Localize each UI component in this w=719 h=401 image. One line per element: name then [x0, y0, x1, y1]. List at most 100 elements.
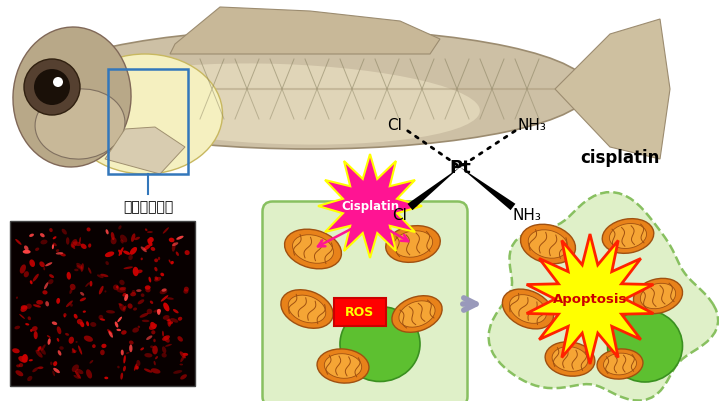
Ellipse shape: [29, 281, 32, 285]
Ellipse shape: [25, 323, 29, 326]
Ellipse shape: [49, 229, 52, 233]
Ellipse shape: [166, 320, 170, 321]
Ellipse shape: [29, 359, 33, 361]
Ellipse shape: [76, 265, 83, 270]
Ellipse shape: [86, 228, 91, 232]
Ellipse shape: [68, 55, 222, 174]
Ellipse shape: [43, 267, 45, 271]
Ellipse shape: [162, 289, 167, 292]
Ellipse shape: [139, 313, 149, 318]
Ellipse shape: [35, 248, 40, 251]
Ellipse shape: [285, 230, 342, 269]
Ellipse shape: [56, 298, 60, 304]
Ellipse shape: [180, 355, 186, 362]
Ellipse shape: [385, 226, 440, 263]
Ellipse shape: [153, 339, 156, 342]
Ellipse shape: [157, 309, 160, 315]
Ellipse shape: [162, 315, 170, 320]
Ellipse shape: [13, 28, 131, 168]
Ellipse shape: [169, 238, 175, 243]
Ellipse shape: [70, 304, 73, 307]
Ellipse shape: [100, 350, 105, 355]
Ellipse shape: [151, 247, 155, 251]
Ellipse shape: [168, 318, 171, 327]
Ellipse shape: [175, 252, 179, 256]
Ellipse shape: [176, 236, 183, 240]
Ellipse shape: [76, 369, 83, 374]
Ellipse shape: [119, 303, 122, 306]
Ellipse shape: [545, 342, 595, 376]
Ellipse shape: [92, 344, 96, 348]
Ellipse shape: [145, 229, 147, 231]
Ellipse shape: [40, 240, 47, 245]
Ellipse shape: [16, 371, 23, 377]
Ellipse shape: [79, 237, 81, 244]
Ellipse shape: [172, 243, 178, 247]
Ellipse shape: [178, 336, 183, 342]
Ellipse shape: [180, 351, 186, 358]
Ellipse shape: [120, 240, 124, 244]
Ellipse shape: [36, 300, 43, 305]
Ellipse shape: [123, 355, 126, 364]
Ellipse shape: [157, 309, 161, 313]
Ellipse shape: [70, 288, 73, 294]
Ellipse shape: [88, 268, 91, 274]
Polygon shape: [460, 168, 516, 211]
Ellipse shape: [50, 362, 52, 365]
Ellipse shape: [399, 301, 435, 327]
Ellipse shape: [130, 247, 137, 255]
Text: NH₃: NH₃: [518, 117, 546, 132]
Ellipse shape: [552, 347, 588, 371]
Ellipse shape: [149, 324, 157, 330]
Ellipse shape: [123, 251, 130, 255]
Ellipse shape: [136, 290, 142, 292]
Ellipse shape: [21, 305, 27, 310]
Text: cisplatin: cisplatin: [580, 149, 659, 166]
Ellipse shape: [393, 231, 433, 257]
Ellipse shape: [35, 350, 42, 358]
Ellipse shape: [70, 239, 78, 248]
Ellipse shape: [52, 371, 55, 376]
Ellipse shape: [162, 353, 167, 358]
Ellipse shape: [155, 356, 158, 359]
Ellipse shape: [122, 293, 126, 297]
Ellipse shape: [155, 277, 158, 280]
Ellipse shape: [147, 309, 152, 314]
Ellipse shape: [52, 243, 57, 247]
Text: Cisplatin: Cisplatin: [341, 200, 399, 213]
Ellipse shape: [162, 331, 164, 337]
Ellipse shape: [72, 365, 79, 372]
Ellipse shape: [42, 290, 47, 295]
Ellipse shape: [90, 281, 93, 287]
Ellipse shape: [16, 365, 20, 367]
Ellipse shape: [49, 275, 54, 278]
Ellipse shape: [134, 237, 140, 241]
Ellipse shape: [168, 322, 173, 325]
Ellipse shape: [160, 289, 168, 294]
Ellipse shape: [21, 306, 27, 312]
Ellipse shape: [172, 243, 175, 252]
Ellipse shape: [57, 338, 59, 342]
Ellipse shape: [170, 261, 174, 265]
Ellipse shape: [180, 374, 187, 380]
Ellipse shape: [76, 263, 83, 269]
Ellipse shape: [610, 224, 646, 249]
Ellipse shape: [145, 288, 150, 293]
Ellipse shape: [116, 286, 119, 289]
Ellipse shape: [37, 346, 42, 351]
Ellipse shape: [142, 320, 150, 322]
Ellipse shape: [45, 302, 49, 307]
Ellipse shape: [152, 346, 158, 354]
Ellipse shape: [52, 322, 58, 325]
Polygon shape: [408, 168, 460, 211]
Ellipse shape: [52, 237, 57, 240]
Polygon shape: [170, 8, 440, 55]
Ellipse shape: [41, 344, 45, 351]
Ellipse shape: [597, 349, 643, 379]
Ellipse shape: [101, 344, 106, 348]
Ellipse shape: [145, 353, 152, 358]
Ellipse shape: [145, 286, 151, 290]
Ellipse shape: [143, 245, 151, 251]
Ellipse shape: [106, 230, 109, 235]
Ellipse shape: [162, 346, 166, 354]
